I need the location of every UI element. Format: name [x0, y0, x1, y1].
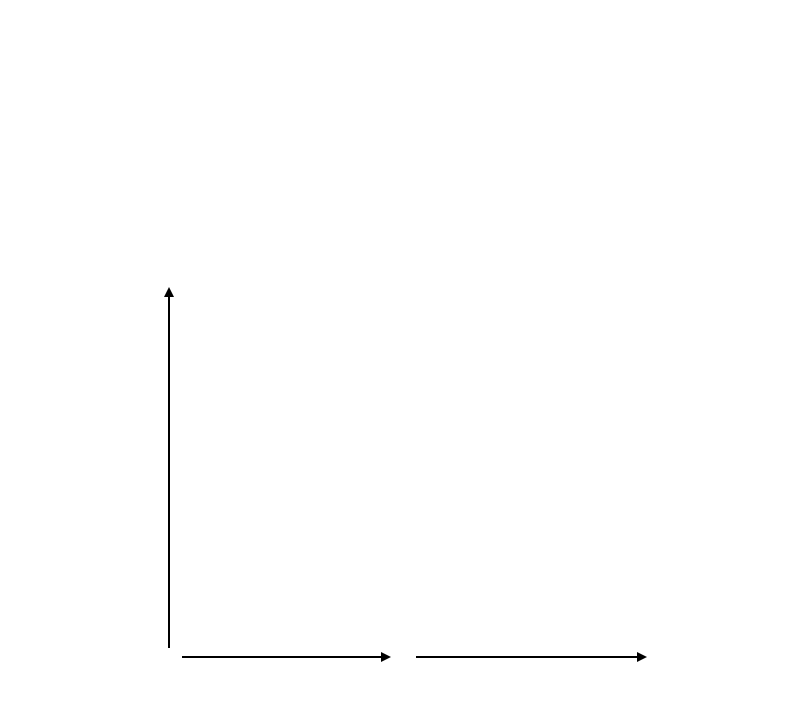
anti-human-axis-arrow	[416, 652, 647, 662]
anti-rat-axis-arrow	[182, 652, 391, 662]
hoechst-axis-arrow	[164, 287, 174, 648]
